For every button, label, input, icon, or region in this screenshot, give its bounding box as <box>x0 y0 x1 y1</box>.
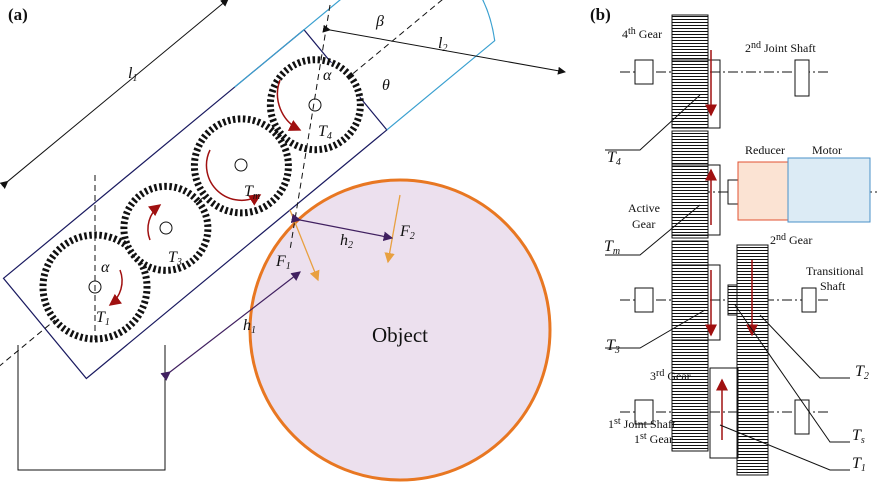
object-label: Object <box>372 323 428 347</box>
panel-label: (a) <box>8 5 28 24</box>
label: 3rd Gear <box>650 368 691 383</box>
transitional-gear <box>728 285 737 315</box>
label: Transitional <box>806 264 864 278</box>
bearing <box>635 60 653 84</box>
panel-label: (b) <box>590 5 611 24</box>
bearing <box>795 60 809 96</box>
label: Shaft <box>820 279 846 293</box>
gear-3 <box>672 241 708 451</box>
label: β <box>375 13 384 30</box>
leader <box>760 315 850 378</box>
label: T3 <box>606 337 620 356</box>
label: 1st Gear <box>634 431 673 446</box>
label: T4 <box>607 149 621 168</box>
label: θ <box>382 77 390 94</box>
label: 2nd Gear <box>770 232 812 247</box>
active-gear <box>672 131 708 238</box>
l2-dim <box>330 30 565 72</box>
bearing <box>795 400 809 434</box>
label: l2 <box>438 35 447 54</box>
bearing <box>635 288 653 312</box>
label: 2nd Joint Shaft <box>745 40 816 55</box>
label: Gear <box>632 217 655 231</box>
bearing <box>802 288 816 312</box>
label: Tm <box>604 238 620 257</box>
label: α <box>323 67 332 84</box>
shaft <box>160 222 172 234</box>
label: 4th Gear <box>622 26 662 41</box>
coupling <box>728 180 738 204</box>
motor-box <box>788 158 870 222</box>
figure: (a) l1 l2 β θ α α T4 Tm T3 T1 h1 h2 F1 F… <box>0 0 878 486</box>
label: α <box>101 259 110 276</box>
label: Ts <box>852 427 865 446</box>
panel-a <box>0 0 565 480</box>
shaft <box>309 99 321 111</box>
frame <box>710 368 738 458</box>
label: Reducer <box>745 143 785 157</box>
reducer-box <box>738 162 788 220</box>
shaft <box>235 159 247 171</box>
panel-b <box>605 15 878 475</box>
label: l1 <box>128 65 137 84</box>
label: Active <box>628 201 660 215</box>
label: 1st Joint Shaft <box>608 416 676 431</box>
label: T2 <box>855 363 869 382</box>
base <box>18 345 165 470</box>
gear-4 <box>672 15 708 128</box>
label: T1 <box>852 455 866 474</box>
label: Motor <box>812 143 842 157</box>
